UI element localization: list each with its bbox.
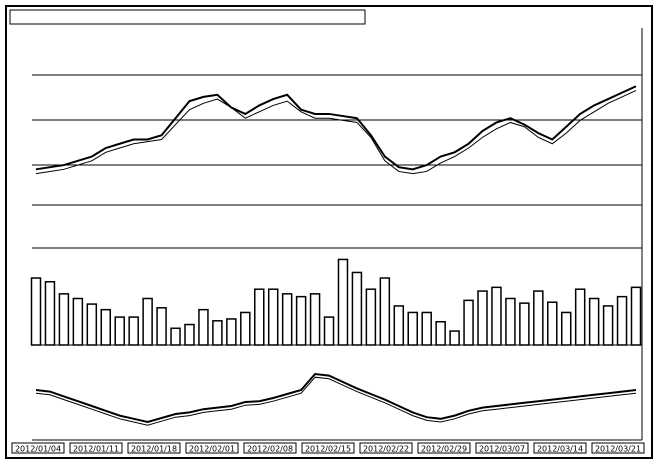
x-tick-label: 2012/03/21 — [595, 445, 641, 454]
date-box — [475, 442, 529, 454]
bar — [30, 277, 42, 346]
bar — [86, 303, 98, 346]
date-box — [301, 442, 355, 454]
x-tick-label: 2012/02/29 — [421, 445, 467, 454]
bar — [560, 311, 572, 346]
date-box — [591, 442, 645, 454]
bar — [184, 323, 195, 346]
bar — [588, 297, 600, 346]
bar — [630, 286, 642, 346]
bar — [72, 297, 84, 346]
bar — [421, 311, 432, 346]
bar — [58, 293, 70, 346]
bar — [533, 290, 544, 346]
line — [35, 90, 637, 175]
x-tick-label: 2012/03/14 — [537, 445, 583, 454]
x-tick-label: 2012/02/08 — [247, 445, 293, 454]
bar — [435, 321, 446, 346]
bar — [281, 293, 293, 346]
date-box — [243, 442, 297, 454]
bar — [226, 318, 237, 346]
bar — [100, 308, 112, 346]
frame — [5, 5, 653, 459]
bar — [616, 295, 628, 346]
bar — [337, 258, 349, 346]
bar — [602, 305, 614, 346]
x-tick-label: 2012/01/11 — [73, 445, 119, 454]
x-tick-label: 2012/01/18 — [131, 445, 177, 454]
bar — [379, 277, 391, 346]
bar — [198, 308, 209, 346]
date-box — [69, 442, 123, 454]
line — [35, 376, 637, 426]
bar — [323, 316, 335, 346]
bar — [351, 271, 363, 346]
bar — [519, 302, 530, 346]
bar — [114, 316, 125, 346]
bar — [267, 288, 279, 346]
bar — [505, 297, 516, 346]
x-tick-label: 2012/02/22 — [363, 445, 409, 454]
date-box — [533, 442, 587, 454]
line — [35, 372, 637, 424]
bar — [212, 320, 223, 346]
date-box — [127, 442, 181, 454]
x-tick-label: 2012/03/07 — [479, 445, 525, 454]
line — [35, 85, 637, 171]
bar — [365, 288, 377, 346]
date-box — [185, 442, 239, 454]
bar — [393, 305, 405, 346]
date-box — [11, 442, 65, 454]
bar — [574, 288, 586, 346]
bar — [295, 295, 307, 346]
bar — [407, 311, 418, 346]
bar — [254, 288, 265, 346]
bar — [449, 330, 460, 346]
date-box — [359, 442, 413, 454]
bar — [477, 290, 488, 346]
bar — [309, 293, 321, 346]
bar — [142, 297, 153, 346]
x-tick-label: 2012/01/04 — [15, 445, 61, 454]
bar — [491, 286, 502, 346]
toolbar — [9, 9, 366, 25]
bar — [156, 307, 167, 346]
bar — [170, 327, 181, 346]
x-tick-label: 2012/02/01 — [189, 445, 235, 454]
date-box — [417, 442, 471, 454]
x-tick-label: 2012/02/15 — [305, 445, 351, 454]
bar — [463, 299, 474, 346]
bar — [240, 311, 251, 346]
bar — [128, 316, 139, 346]
bar — [44, 281, 56, 346]
bar — [547, 301, 558, 346]
